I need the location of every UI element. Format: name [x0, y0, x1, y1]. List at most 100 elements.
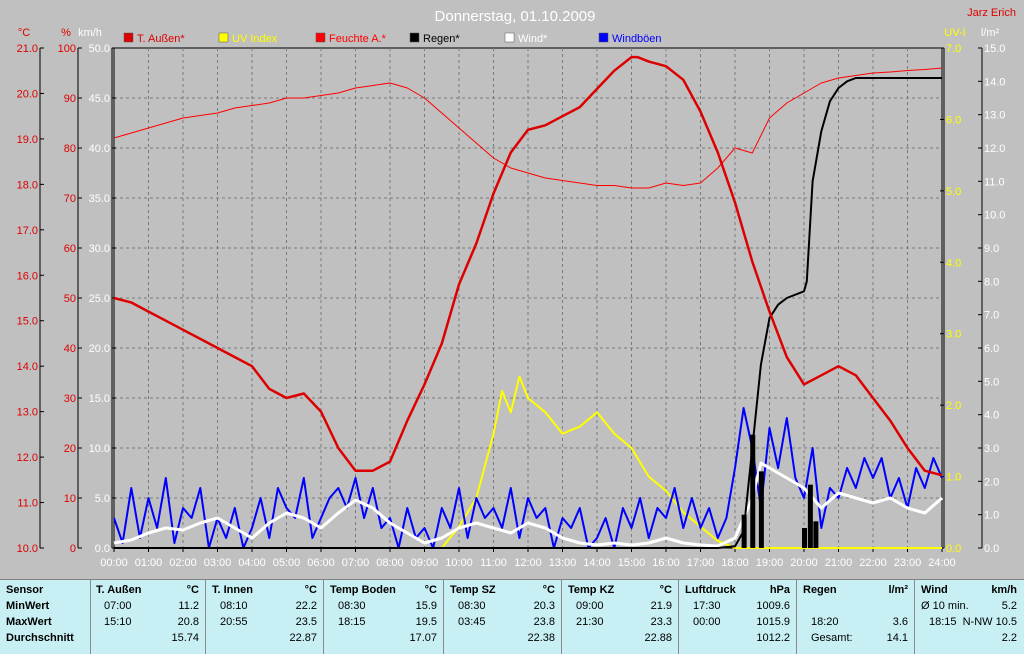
max-value: 23.5 — [295, 616, 317, 628]
max-value: 3.6 — [892, 616, 908, 628]
weather-chart: Donnerstag, 01.10.2009 Jarz Erich 00:00 0… — [17, 7, 1016, 569]
y-tick-label: 100 — [58, 43, 76, 55]
stats-column: Temp Boden °C 08:30 15.9 18:15 19.5 17.07 — [324, 580, 444, 654]
y-tick-label: 1.0 — [984, 510, 999, 522]
y-tick-label: 30 — [64, 393, 76, 405]
y-tick-label: 15.0 — [984, 43, 1005, 55]
y-tick-label: 19.0 — [17, 134, 38, 146]
stats-column: T. Innen °C 08:10 22.2 20:55 23.5 22.87 — [206, 580, 324, 654]
y-tick-label: 3.0 — [984, 443, 999, 455]
column-unit: km/h — [991, 584, 1017, 596]
legend-label: T. Außen* — [137, 33, 185, 45]
y-tick-label: 40.0 — [89, 143, 110, 155]
y-tick-label: 16.0 — [17, 270, 38, 282]
column-unit: °C — [424, 584, 437, 596]
axes: 00:00 01:00 02:00 03:00 04:00 05:00 06:00 07:00… — [17, 27, 1006, 569]
y-tick-label: 50 — [64, 293, 76, 305]
y-tick-label: 18.0 — [17, 179, 38, 191]
y-tick-label: 4.0 — [946, 257, 961, 269]
y-tick-label: 11.0 — [17, 498, 38, 510]
x-tick-label: 03:00 — [204, 557, 232, 569]
row-label-min: MinWert — [6, 600, 50, 612]
y-tick-label: 6.0 — [946, 114, 961, 126]
x-tick-label: 17:00 — [687, 557, 715, 569]
y-axis-label: km/h — [78, 27, 102, 39]
rain-bar — [813, 521, 819, 548]
rain-bar — [807, 484, 813, 548]
y-tick-label: 0.0 — [946, 543, 961, 555]
min-value: 1009.6 — [756, 600, 790, 612]
y-tick-label: 13.0 — [984, 110, 1005, 122]
y-tick-label: 30.0 — [89, 243, 110, 255]
x-tick-label: 06:00 — [307, 557, 335, 569]
min-value: 5.2 — [1001, 600, 1017, 612]
y-tick-label: 13.0 — [17, 407, 38, 419]
max-time: 20:55 — [220, 616, 248, 628]
uv-line — [114, 375, 942, 549]
x-tick-label: 18:00 — [721, 557, 749, 569]
y-axis-label: UV-I — [944, 27, 965, 39]
y-tick-label: 9.0 — [984, 243, 999, 255]
y-tick-label: 0 — [70, 543, 76, 555]
column-name: Temp KZ — [568, 584, 615, 596]
y-tick-label: 4.0 — [984, 410, 999, 422]
min-time: 08:10 — [220, 600, 248, 612]
column-name: Temp SZ — [450, 584, 496, 596]
y-tick-label: 7.0 — [984, 310, 999, 322]
row-label-sensor: Sensor — [6, 584, 44, 596]
author-label: Jarz Erich — [967, 7, 1016, 19]
avg-value: 22.38 — [527, 632, 555, 644]
column-unit: °C — [304, 584, 317, 596]
stats-column: Regen l/m² 18:20 3.6 Gesamt: 14.1 — [797, 580, 915, 654]
max-value: N-NW 10.5 — [962, 616, 1017, 628]
y-tick-label: 70 — [64, 193, 76, 205]
legend-label: UV Index — [232, 33, 278, 45]
min-value: 11.2 — [178, 600, 199, 612]
rain-line — [114, 77, 942, 549]
x-tick-label: 11:00 — [480, 557, 507, 569]
y-tick-label: 20.0 — [89, 343, 110, 355]
y-tick-label: 1.0 — [946, 472, 961, 484]
min-value: 20.3 — [533, 600, 555, 612]
series-layer — [113, 55, 943, 549]
legend: T. Außen* UV Index Feuchte A.* Regen* Wind* W… — [123, 32, 662, 45]
min-value: 22.2 — [295, 600, 317, 612]
max-value: 19.5 — [415, 616, 437, 628]
y-tick-label: 35.0 — [89, 193, 110, 205]
y-tick-label: 12.0 — [17, 452, 38, 464]
stats-column: Temp KZ °C 09:00 21.9 21:30 23.3 22.88 — [562, 580, 679, 654]
x-tick-label: 00:00 — [100, 557, 128, 569]
max-value: 20.8 — [177, 616, 199, 628]
y-tick-label: 10.0 — [17, 543, 38, 555]
y-tick-label: 15.0 — [89, 393, 110, 405]
y-tick-label: 8.0 — [984, 276, 999, 288]
y-tick-label: 2.0 — [984, 476, 999, 488]
max-time: 00:00 — [693, 616, 721, 628]
x-tick-label: 22:00 — [859, 557, 887, 569]
min-value: 15.9 — [415, 600, 437, 612]
x-tick-label: 07:00 — [342, 557, 370, 569]
x-tick-label: 14:00 — [583, 557, 611, 569]
min-time: Ø 10 min. — [921, 600, 969, 612]
y-tick-label: 2.0 — [946, 400, 961, 412]
x-tick-label: 09:00 — [411, 557, 439, 569]
rain-bar — [758, 471, 764, 548]
y-tick-label: 7.0 — [946, 43, 961, 55]
humidity-line — [113, 67, 943, 189]
rain-bar — [802, 528, 807, 548]
y-tick-label: 6.0 — [984, 343, 999, 355]
legend-swatch — [123, 32, 134, 43]
x-tick-label: 23:00 — [894, 557, 922, 569]
column-unit: °C — [542, 584, 555, 596]
stats-table: Sensor MinWert MaxWert Durchschnitt T. A… — [0, 579, 1024, 654]
x-tick-label: 10:00 — [445, 557, 473, 569]
min-time: 09:00 — [576, 600, 604, 612]
column-unit: °C — [659, 584, 672, 596]
x-tick-label: 21:00 — [825, 557, 853, 569]
y-tick-label: 10.0 — [89, 443, 110, 455]
min-time: 08:30 — [338, 600, 366, 612]
x-tick-label: 12:00 — [514, 557, 542, 569]
y-tick-label: 10 — [64, 493, 76, 505]
legend-swatch — [218, 32, 229, 43]
column-unit: l/m² — [888, 584, 908, 596]
